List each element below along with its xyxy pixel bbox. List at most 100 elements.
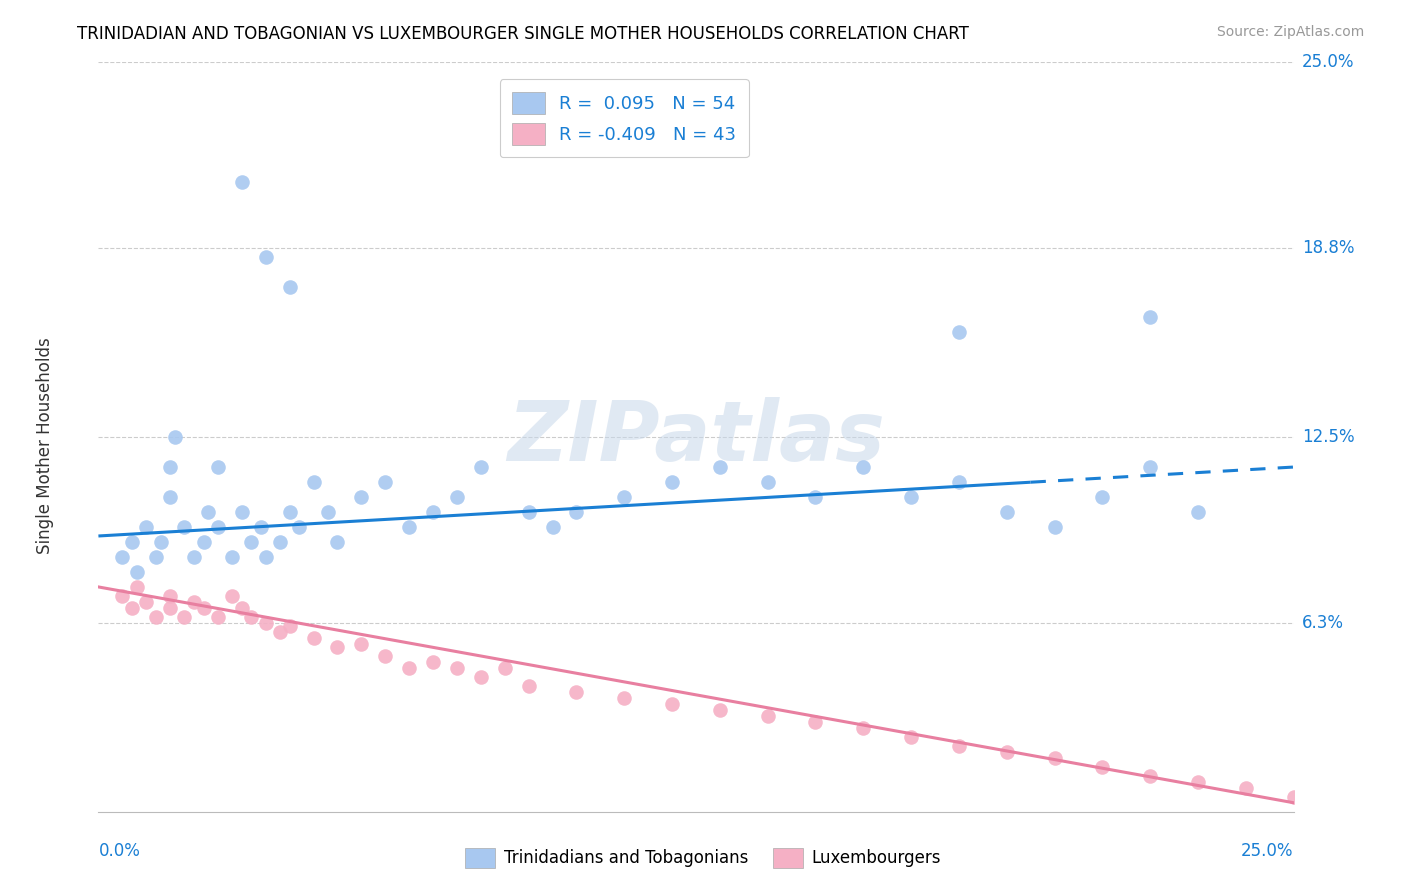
Point — [125, 580, 148, 594]
Point — [1282, 789, 1305, 804]
Point — [183, 595, 205, 609]
Point — [316, 505, 339, 519]
Point — [197, 505, 219, 519]
Point — [613, 490, 636, 504]
Point — [470, 670, 492, 684]
Text: ZIPatlas: ZIPatlas — [508, 397, 884, 477]
Point — [995, 745, 1018, 759]
Point — [254, 615, 277, 630]
Point — [159, 601, 181, 615]
Point — [231, 175, 253, 189]
Point — [326, 535, 349, 549]
Point — [1043, 751, 1066, 765]
Point — [240, 535, 263, 549]
Point — [302, 631, 325, 645]
Point — [159, 460, 181, 475]
Point — [207, 460, 229, 475]
Point — [1091, 490, 1114, 504]
Point — [900, 730, 922, 744]
Point — [1187, 505, 1209, 519]
Legend: R =  0.095   N = 54, R = -0.409   N = 43: R = 0.095 N = 54, R = -0.409 N = 43 — [499, 79, 749, 157]
Point — [900, 490, 922, 504]
Point — [398, 520, 420, 534]
Text: Source: ZipAtlas.com: Source: ZipAtlas.com — [1216, 25, 1364, 39]
Point — [350, 490, 373, 504]
Point — [709, 460, 731, 475]
Point — [250, 520, 273, 534]
Point — [541, 520, 564, 534]
Point — [111, 589, 134, 603]
Point — [422, 505, 444, 519]
Point — [231, 601, 253, 615]
Text: TRINIDADIAN AND TOBAGONIAN VS LUXEMBOURGER SINGLE MOTHER HOUSEHOLDS CORRELATION : TRINIDADIAN AND TOBAGONIAN VS LUXEMBOURG… — [77, 25, 969, 43]
Point — [302, 475, 325, 489]
Point — [494, 661, 516, 675]
Point — [288, 520, 311, 534]
Legend: Trinidadians and Tobagonians, Luxembourgers: Trinidadians and Tobagonians, Luxembourg… — [458, 841, 948, 875]
Point — [374, 475, 396, 489]
Point — [1091, 760, 1114, 774]
Point — [1139, 460, 1161, 475]
Point — [948, 739, 970, 753]
Point — [326, 640, 349, 654]
Point — [145, 610, 167, 624]
Point — [565, 505, 588, 519]
Point — [804, 490, 827, 504]
Point — [517, 679, 540, 693]
Point — [1234, 780, 1257, 795]
Point — [446, 490, 468, 504]
Point — [852, 721, 875, 735]
Point — [207, 520, 229, 534]
Point — [254, 250, 277, 264]
Point — [948, 325, 970, 339]
Point — [278, 280, 301, 294]
Point — [398, 661, 420, 675]
Point — [163, 430, 186, 444]
Point — [269, 624, 291, 639]
Point — [269, 535, 291, 549]
Point — [756, 708, 779, 723]
Point — [804, 714, 827, 729]
Point — [852, 460, 875, 475]
Point — [1139, 769, 1161, 783]
Point — [193, 535, 215, 549]
Point — [661, 475, 683, 489]
Point — [121, 601, 143, 615]
Point — [173, 610, 195, 624]
Point — [278, 505, 301, 519]
Point — [193, 601, 215, 615]
Point — [446, 661, 468, 675]
Point — [613, 690, 636, 705]
Text: 6.3%: 6.3% — [1302, 614, 1344, 632]
Point — [149, 535, 172, 549]
Text: 0.0%: 0.0% — [98, 842, 141, 860]
Text: Single Mother Households: Single Mother Households — [37, 338, 53, 554]
Point — [111, 549, 134, 564]
Point — [159, 589, 181, 603]
Point — [948, 475, 970, 489]
Point — [145, 549, 167, 564]
Point — [221, 589, 243, 603]
Text: 25.0%: 25.0% — [1241, 842, 1294, 860]
Point — [422, 655, 444, 669]
Text: 25.0%: 25.0% — [1302, 54, 1354, 71]
Text: 12.5%: 12.5% — [1302, 428, 1354, 446]
Point — [1187, 774, 1209, 789]
Point — [1043, 520, 1066, 534]
Point — [207, 11, 229, 25]
Point — [278, 619, 301, 633]
Point — [173, 520, 195, 534]
Point — [121, 535, 143, 549]
Point — [254, 549, 277, 564]
Point — [240, 610, 263, 624]
Point — [135, 520, 157, 534]
Point — [470, 460, 492, 475]
Point — [207, 610, 229, 624]
Point — [125, 565, 148, 579]
Point — [756, 475, 779, 489]
Point — [159, 490, 181, 504]
Point — [135, 595, 157, 609]
Text: 18.8%: 18.8% — [1302, 239, 1354, 257]
Point — [183, 549, 205, 564]
Point — [350, 637, 373, 651]
